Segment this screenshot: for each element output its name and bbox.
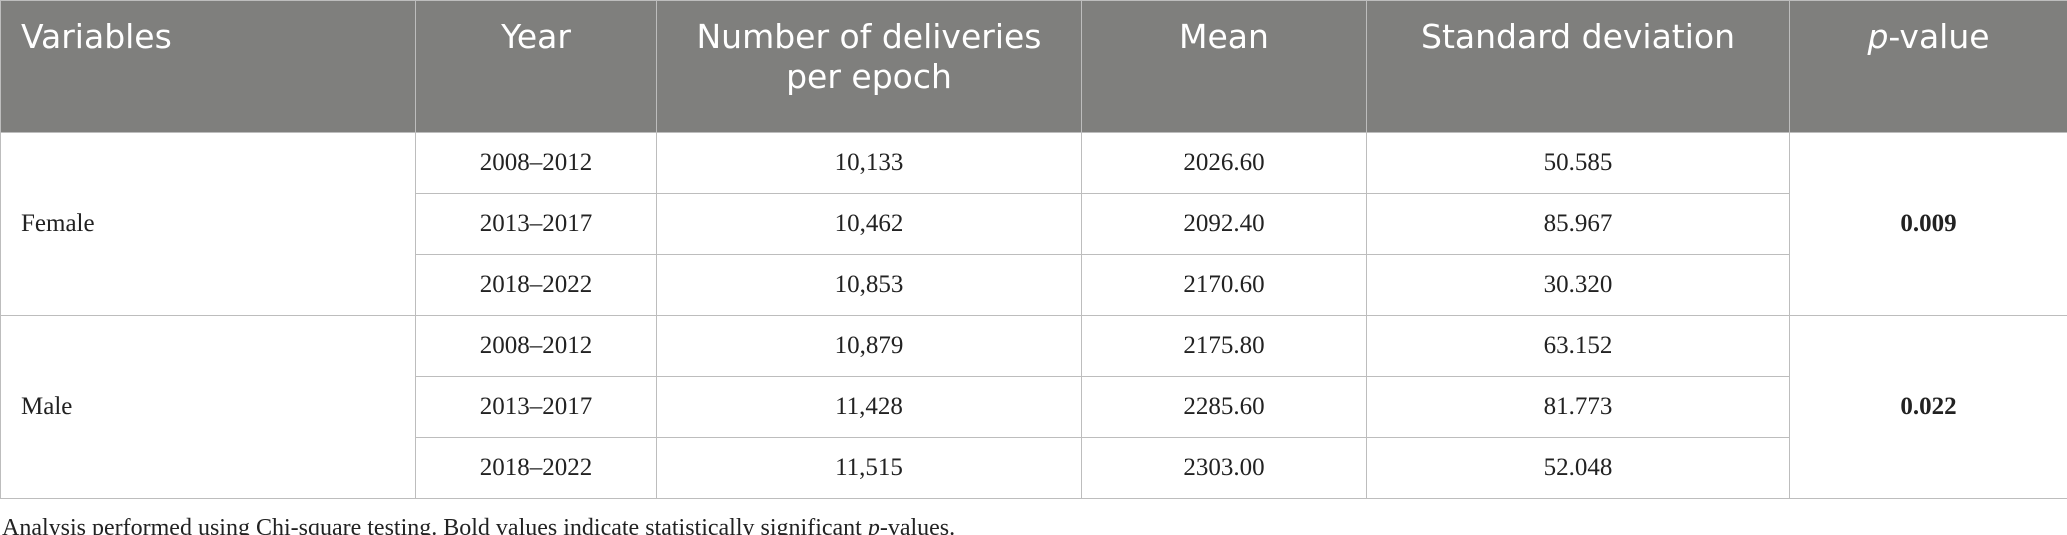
text: Analysis performed using Chi-square test… [2,515,868,535]
cell: 10,133 [656,132,1082,194]
cell: 10,853 [656,254,1082,316]
cell: 11,428 [656,376,1082,438]
cell: 2175.80 [1081,315,1367,377]
column-header: Year [415,0,657,133]
cell: 30.320 [1366,254,1790,316]
footnote: Analysis performed using Chi-square test… [0,515,2067,535]
table-row: Female 2008–2012 10,133 2026.60 50.585 0.009 [0,132,2067,316]
cell: 2018–2022 [415,437,657,499]
variable-cell: Female [0,132,416,316]
cell: 50.585 [1366,132,1790,194]
cell: 11,515 [656,437,1082,499]
column-header: Standard deviation [1366,0,1790,133]
cell: 85.967 [1366,193,1790,255]
table-row: 2018–2022 10,853 2170.60 30.320 [1,254,2067,316]
column-header: Variables [0,0,416,133]
text: -value [1888,17,1990,56]
cell: 2013–2017 [415,193,657,255]
table-row: 2013–2017 11,428 2285.60 81.773 [1,376,2067,438]
text: -values. [879,515,956,535]
cell: 63.152 [1366,315,1790,377]
italic-text: p [1867,17,1889,56]
cell: 2018–2022 [415,254,657,316]
data-table: Variables Year Number of deliveries per … [0,0,2067,499]
table-row: 2018–2022 11,515 2303.00 52.048 [1,437,2067,499]
cell: 2026.60 [1081,132,1367,194]
cell: 81.773 [1366,376,1790,438]
cell: 10,462 [656,193,1082,255]
cell: 2013–2017 [415,376,657,438]
variable-cell: Male [0,315,416,499]
cell: 2092.40 [1081,193,1367,255]
p-value-cell: 0.022 [1789,315,2067,499]
cell: 10,879 [656,315,1082,377]
italic-text: p [867,515,880,535]
cell: 52.048 [1366,437,1790,499]
cell: 2008–2012 [415,315,657,377]
p-value-cell: 0.009 [1789,132,2067,316]
column-header: Mean [1081,0,1367,133]
column-header: Number of deliveries per epoch [656,0,1082,133]
cell: 2170.60 [1081,254,1367,316]
table-row: Male 2008–2012 10,879 2175.80 63.152 0.022 [0,315,2067,499]
cell: 2008–2012 [415,132,657,194]
cell: 2285.60 [1081,376,1367,438]
header-row: Variables Year Number of deliveries per … [0,0,2067,133]
table-body: Female 2008–2012 10,133 2026.60 50.585 0.009 2… [0,132,2067,499]
cell: 2303.00 [1081,437,1367,499]
column-header: p-value [1789,0,2067,133]
